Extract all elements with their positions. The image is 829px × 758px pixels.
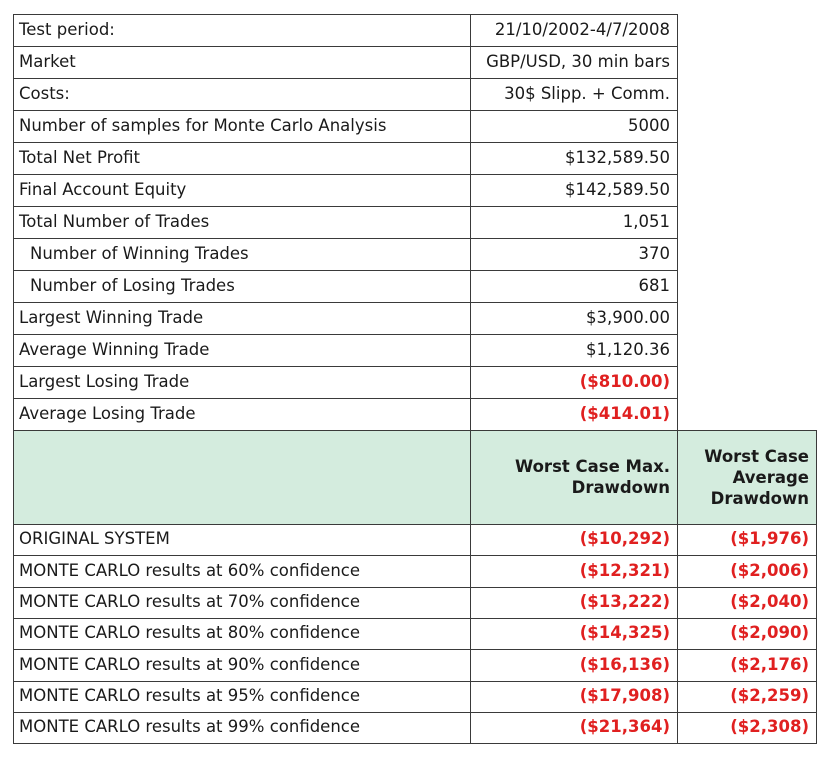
worst-case-max-drawdown-value: ($17,908) (579, 685, 670, 705)
summary-label: Costs: (19, 83, 70, 103)
row-divider (13, 206, 677, 207)
summary-label: Number of samples for Monte Carlo Analys… (19, 115, 387, 135)
summary-label: Total Number of Trades (19, 211, 210, 231)
summary-value: 30$ Slipp. + Comm. (504, 83, 670, 103)
summary-value: 5000 (628, 115, 670, 135)
worst-case-average-drawdown-value: ($2,090) (730, 623, 809, 643)
worst-case-average-drawdown-value: ($2,176) (730, 654, 809, 674)
summary-label: Average Losing Trade (19, 403, 196, 423)
worst-case-average-drawdown-value: ($1,976) (730, 529, 809, 549)
row-divider (13, 555, 817, 556)
row-divider (13, 398, 677, 399)
worst-case-max-drawdown-value: ($13,222) (579, 591, 670, 611)
summary-label: Largest Losing Trade (19, 371, 190, 391)
summary-label: Number of Winning Trades (30, 243, 249, 263)
summary-value: 1,051 (622, 211, 670, 231)
drawdown-row-label: MONTE CARLO results at 80% confidence (19, 623, 361, 643)
summary-label: Total Net Profit (19, 147, 141, 167)
summary-value: GBP/USD, 30 min bars (486, 51, 670, 71)
worst-case-max-drawdown-value: ($14,325) (579, 623, 670, 643)
drawdown-row-label: MONTE CARLO results at 70% confidence (19, 591, 361, 611)
row-divider (13, 14, 677, 15)
header-worst-case-average-drawdown: Worst Case Average Drawdown (704, 446, 809, 508)
worst-case-max-drawdown-value: ($16,136) (579, 654, 670, 674)
worst-case-average-drawdown-value: ($2,308) (730, 717, 809, 737)
row-divider (13, 302, 677, 303)
row-divider (13, 681, 817, 682)
summary-label: Number of Losing Trades (30, 275, 235, 295)
drawdown-header-background (13, 430, 816, 524)
header-worst-case-max-drawdown: Worst Case Max. Drawdown (514, 457, 670, 497)
row-divider (13, 712, 817, 713)
worst-case-average-drawdown-value: ($2,006) (730, 560, 809, 580)
row-divider (13, 587, 817, 588)
monte-carlo-results-table: Test period: 21/10/2002-4/7/2008 Market GBP… (13, 14, 817, 744)
summary-value: ($414.01) (579, 403, 670, 423)
drawdown-row-label: MONTE CARLO results at 60% confidence (19, 560, 361, 580)
row-divider (13, 743, 817, 744)
summary-value: ($810.00) (579, 371, 670, 391)
worst-case-average-drawdown-value: ($2,040) (730, 591, 809, 611)
summary-value: 370 (638, 243, 671, 263)
row-divider (13, 78, 677, 79)
column-divider (816, 430, 817, 744)
summary-value: $1,120.36 (586, 339, 670, 359)
row-divider (13, 142, 677, 143)
summary-label: Average Winning Trade (19, 339, 210, 359)
summary-label: Market (19, 51, 76, 71)
column-divider (677, 14, 678, 744)
row-divider (13, 524, 817, 525)
column-divider (13, 14, 14, 744)
row-divider (13, 430, 816, 431)
row-divider (13, 334, 677, 335)
summary-label: Largest Winning Trade (19, 307, 204, 327)
summary-value: $132,589.50 (565, 147, 670, 167)
summary-value: 21/10/2002-4/7/2008 (494, 19, 670, 39)
row-divider (13, 270, 677, 271)
row-divider (13, 174, 677, 175)
row-divider (13, 366, 677, 367)
worst-case-max-drawdown-value: ($10,292) (579, 529, 670, 549)
row-divider (13, 618, 817, 619)
column-divider (470, 14, 471, 744)
row-divider (13, 238, 677, 239)
worst-case-max-drawdown-value: ($21,364) (579, 717, 670, 737)
row-divider (13, 110, 677, 111)
worst-case-max-drawdown-value: ($12,321) (579, 560, 670, 580)
drawdown-row-label: MONTE CARLO results at 90% confidence (19, 654, 361, 674)
drawdown-row-label: MONTE CARLO results at 99% confidence (19, 717, 361, 737)
drawdown-row-label: ORIGINAL SYSTEM (19, 529, 170, 549)
row-divider (13, 46, 677, 47)
drawdown-row-label: MONTE CARLO results at 95% confidence (19, 685, 361, 705)
summary-label: Test period: (19, 19, 115, 39)
summary-label: Final Account Equity (19, 179, 187, 199)
worst-case-average-drawdown-value: ($2,259) (730, 685, 809, 705)
summary-value: 681 (638, 275, 671, 295)
summary-value: $3,900.00 (586, 307, 670, 327)
row-divider (13, 649, 817, 650)
summary-value: $142,589.50 (565, 179, 670, 199)
